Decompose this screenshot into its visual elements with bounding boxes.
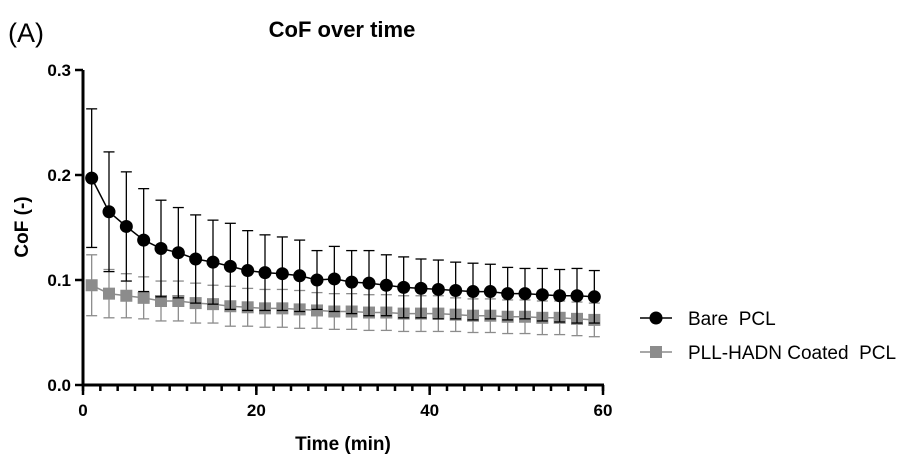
data-point bbox=[223, 259, 237, 273]
data-point bbox=[379, 278, 393, 292]
data-point bbox=[189, 252, 203, 266]
data-point bbox=[553, 289, 567, 303]
data-point bbox=[587, 290, 601, 304]
data-point bbox=[327, 272, 341, 286]
axes: 0.0 0.1 0.2 0.3 0 20 40 60 bbox=[47, 61, 612, 420]
data-point bbox=[137, 233, 151, 247]
data-point bbox=[466, 285, 480, 299]
chart-title: CoF over time bbox=[269, 17, 416, 42]
data-point bbox=[362, 276, 376, 290]
data-point bbox=[275, 267, 289, 281]
series-line bbox=[91, 177, 595, 298]
legend-item: PLL-HADN Coated PCL bbox=[640, 343, 896, 364]
legend-marker bbox=[650, 346, 662, 358]
data-point bbox=[311, 304, 323, 317]
x-tick-label: 40 bbox=[420, 401, 439, 420]
y-tick-label: 0.0 bbox=[47, 376, 71, 395]
data-point bbox=[171, 246, 185, 260]
data-point bbox=[120, 289, 133, 302]
legend: Bare PCL PLL-HADN Coated PCL bbox=[640, 309, 896, 364]
data-point bbox=[102, 205, 116, 219]
data-point bbox=[483, 285, 497, 299]
data-point bbox=[501, 287, 515, 301]
data-point bbox=[258, 266, 272, 280]
x-tick-label: 0 bbox=[78, 401, 87, 420]
legend-label: PLL-HADN Coated PCL bbox=[688, 343, 896, 364]
data-point bbox=[293, 269, 307, 283]
x-tick-label: 60 bbox=[594, 401, 613, 420]
data-point bbox=[154, 242, 168, 255]
data-point bbox=[103, 287, 115, 300]
y-tick-label: 0.2 bbox=[47, 166, 71, 185]
plot-series bbox=[85, 108, 601, 338]
data-point bbox=[119, 219, 133, 233]
data-point bbox=[85, 171, 99, 185]
panel-label: (A) bbox=[8, 18, 44, 48]
data-point bbox=[137, 291, 150, 304]
data-point bbox=[397, 280, 411, 294]
data-point bbox=[85, 279, 98, 292]
series-bare-pcl bbox=[85, 108, 601, 324]
x-axis-label: Time (min) bbox=[295, 434, 391, 455]
series-line bbox=[91, 284, 595, 321]
data-point bbox=[570, 289, 584, 303]
data-point bbox=[449, 284, 463, 297]
legend-marker bbox=[649, 311, 663, 325]
data-point bbox=[206, 255, 220, 269]
data-point bbox=[518, 287, 532, 301]
y-axis-label: CoF (-) bbox=[12, 196, 33, 257]
data-point bbox=[535, 288, 549, 302]
data-point bbox=[155, 295, 167, 307]
legend-label: Bare PCL bbox=[688, 309, 776, 330]
data-point bbox=[431, 282, 445, 296]
data-point bbox=[310, 273, 324, 287]
y-tick-label: 0.3 bbox=[47, 61, 71, 80]
data-point bbox=[241, 264, 255, 278]
y-tick-label: 0.1 bbox=[47, 271, 71, 290]
data-point bbox=[414, 281, 428, 295]
data-point bbox=[345, 275, 359, 289]
x-tick-label: 20 bbox=[247, 401, 266, 420]
legend-item: Bare PCL bbox=[640, 309, 776, 330]
